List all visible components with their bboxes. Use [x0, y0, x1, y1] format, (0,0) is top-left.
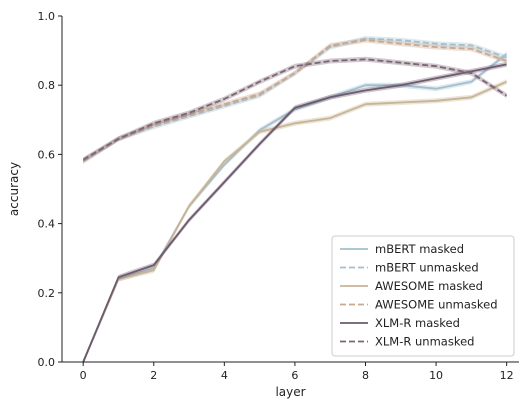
- x-tick-label-4: 8: [362, 369, 369, 382]
- y-tick-label-2: 0.4: [38, 218, 56, 231]
- y-axis-label: accuracy: [7, 162, 21, 216]
- plot-lines: [82, 36, 508, 365]
- legend-label-2: AWESOME masked: [375, 279, 483, 293]
- series-band-3: [83, 37, 507, 164]
- x-tick-label-2: 4: [221, 369, 228, 382]
- y-tick-label-5: 1.0: [38, 10, 56, 23]
- series-line-5: [82, 58, 508, 161]
- series-line-1: [82, 37, 507, 163]
- x-tick-label-1: 2: [150, 369, 157, 382]
- x-tick-label-6: 12: [500, 369, 514, 382]
- series-line-3: [82, 39, 507, 163]
- legend-label-4: XLM-R masked: [375, 316, 460, 330]
- axes: 0 2 4 6 8 10 12 0.0 0.2 0.4 0.6 0.8 1.0: [38, 10, 519, 382]
- x-axis-label: layer: [275, 385, 305, 399]
- y-tick-label-1: 0.2: [38, 287, 56, 300]
- legend: mBERT masked mBERT unmasked AWESOME masked…: [331, 235, 515, 357]
- x-tick-label-5: 10: [429, 369, 443, 382]
- y-tick-label-0: 0.0: [38, 356, 56, 369]
- series-line-2: [82, 80, 507, 363]
- x-tick-label-3: 6: [291, 369, 298, 382]
- y-tick-label-3: 0.6: [38, 148, 56, 161]
- legend-label-3: AWESOME unmasked: [375, 298, 498, 312]
- legend-label-1: mBERT unmasked: [375, 261, 479, 275]
- x-tick-label-0: 0: [80, 369, 87, 382]
- series-line-4: [82, 63, 507, 363]
- legend-label-0: mBERT masked: [375, 242, 464, 256]
- legend-box: [331, 235, 515, 357]
- y-tick-label-4: 0.8: [38, 79, 56, 92]
- legend-label-5: XLM-R unmasked: [375, 335, 474, 349]
